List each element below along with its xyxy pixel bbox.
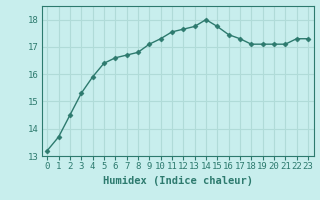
X-axis label: Humidex (Indice chaleur): Humidex (Indice chaleur) xyxy=(103,176,252,186)
